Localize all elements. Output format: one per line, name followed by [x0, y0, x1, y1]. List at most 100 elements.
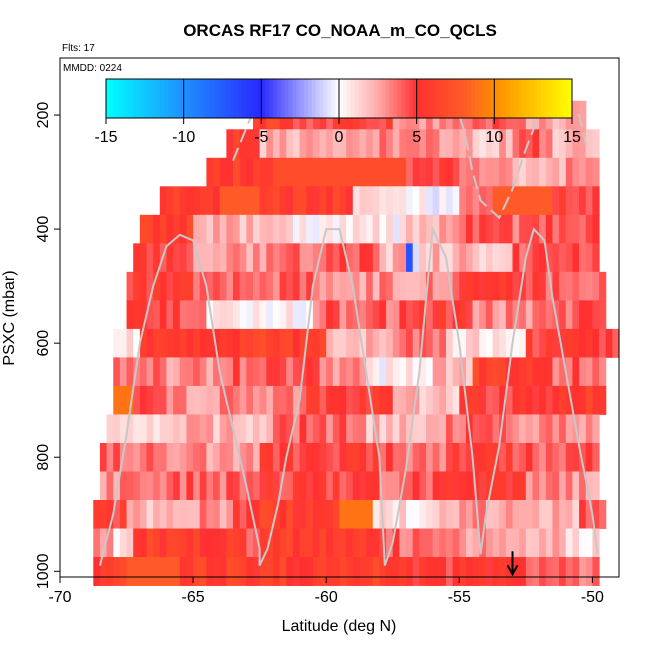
heatmap-cell — [326, 186, 334, 216]
heatmap-cell — [339, 186, 347, 216]
heatmap-cell — [173, 214, 181, 244]
heatmap-cell — [106, 500, 114, 529]
heatmap-cell — [233, 129, 241, 159]
heatmap-cell — [186, 243, 194, 273]
heatmap-cell — [499, 528, 507, 558]
heatmap-cell — [246, 186, 254, 216]
heatmap-cell — [419, 528, 427, 558]
heatmap-cell — [539, 328, 547, 358]
colorbar-tick-label: 0 — [335, 129, 344, 146]
heatmap-cell — [193, 357, 201, 387]
heatmap-cell — [572, 328, 580, 358]
heatmap-cell — [545, 186, 554, 216]
heatmap-cell — [99, 557, 108, 586]
heatmap-cell — [139, 471, 148, 501]
heatmap-cell — [485, 414, 494, 444]
colorbar-swatch — [505, 79, 511, 118]
heatmap-cell — [379, 557, 387, 586]
heatmap-cell — [565, 500, 574, 529]
heatmap-cell — [299, 214, 307, 244]
heatmap-cell — [445, 414, 454, 444]
heatmap-cell — [179, 528, 188, 558]
heatmap-cell — [206, 385, 214, 415]
heatmap-cell — [459, 500, 467, 529]
heatmap-cell — [366, 357, 374, 387]
heatmap-cells — [93, 100, 620, 586]
heatmap-cell — [359, 500, 367, 529]
heatmap-cell — [306, 471, 314, 501]
heatmap-cell — [525, 300, 534, 330]
heatmap-cell — [445, 186, 454, 216]
heatmap-cell — [479, 471, 487, 501]
heatmap-cell — [113, 471, 121, 501]
colorbar-swatch — [362, 79, 367, 118]
heatmap-cell — [346, 300, 354, 330]
heatmap-cell — [592, 471, 600, 501]
heatmap-cell — [219, 243, 227, 273]
heatmap-cell — [219, 528, 227, 558]
heatmap-cell — [579, 214, 587, 244]
heatmap-cell — [213, 557, 221, 586]
colorbar-swatch — [490, 79, 495, 118]
heatmap-cell — [279, 385, 287, 415]
heatmap-cell — [559, 129, 567, 159]
heatmap-cell — [246, 271, 254, 301]
colorbar-swatch — [339, 79, 344, 118]
heatmap-cell — [219, 157, 227, 187]
heatmap-cell — [392, 186, 400, 216]
heatmap-cell — [406, 471, 414, 501]
heatmap-cell — [139, 385, 148, 415]
heatmap-cell — [499, 186, 507, 216]
heatmap-cell — [539, 243, 547, 273]
heatmap-cell — [239, 271, 247, 301]
heatmap-cell — [379, 442, 387, 472]
heatmap-cell — [352, 557, 361, 586]
heatmap-cell — [319, 557, 327, 586]
heatmap-cell — [166, 243, 174, 273]
heatmap-cell — [126, 357, 134, 387]
heatmap-cell — [199, 471, 207, 501]
heatmap-cell — [286, 442, 294, 472]
heatmap-cell — [492, 557, 500, 586]
heatmap-cell — [572, 157, 580, 187]
heatmap-cell — [399, 214, 407, 244]
heatmap-cell — [173, 442, 181, 472]
heatmap-cell — [286, 271, 294, 301]
heatmap-cell — [485, 442, 494, 472]
colorbar-swatch — [315, 79, 321, 118]
heatmap-cell — [153, 214, 161, 244]
heatmap-cell — [186, 528, 194, 558]
heatmap-cell — [439, 500, 447, 529]
heatmap-cell — [505, 300, 514, 330]
heatmap-cell — [399, 186, 407, 216]
heatmap-cell — [306, 385, 314, 415]
heatmap-cell — [552, 500, 560, 529]
heatmap-cell — [139, 300, 148, 330]
colorbar-swatch — [117, 79, 123, 118]
heatmap-cell — [146, 214, 154, 244]
y-tick-label: 800 — [35, 444, 52, 471]
heatmap-cell — [259, 328, 267, 358]
colorbar-swatch — [513, 79, 519, 118]
heatmap-cell — [199, 557, 207, 586]
heatmap-cell — [246, 357, 254, 387]
heatmap-cell — [366, 271, 374, 301]
heatmap-cell — [126, 271, 134, 301]
heatmap-cell — [386, 471, 394, 501]
heatmap-cell — [386, 129, 394, 159]
heatmap-cell — [146, 471, 154, 501]
heatmap-cell — [572, 214, 580, 244]
heatmap-cell — [159, 357, 168, 387]
heatmap-cell — [179, 414, 188, 444]
heatmap-cell — [565, 557, 574, 586]
colorbar-swatch — [238, 79, 243, 118]
heatmap-cell — [412, 500, 420, 529]
heatmap-cell — [186, 300, 194, 330]
heatmap-cell — [379, 300, 387, 330]
heatmap-cell — [572, 442, 580, 472]
heatmap-cell — [179, 557, 188, 586]
heatmap-cell — [233, 385, 241, 415]
colorbar-tick-label: 15 — [563, 129, 581, 146]
heatmap-cell — [252, 414, 261, 444]
heatmap-cell — [312, 500, 321, 529]
